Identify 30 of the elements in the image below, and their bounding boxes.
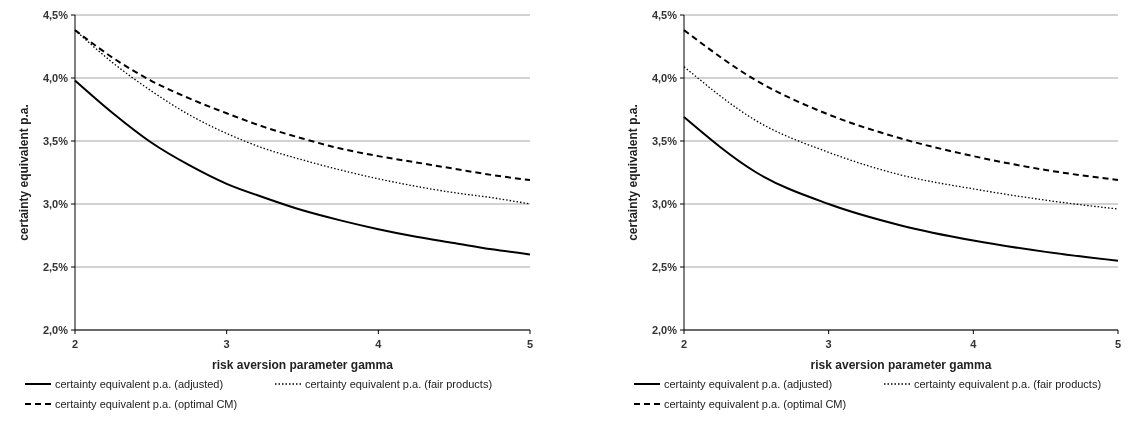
x-tick-label: 2 (680, 338, 688, 350)
y-tick-label: 4,5% (651, 8, 678, 21)
legend-label: certainty equivalent p.a. (adjusted) (55, 377, 224, 390)
x-tick-label: 4 (375, 338, 383, 350)
legend-label: certainty equivalent p.a. (fair products) (914, 377, 1102, 390)
y-tick-label: 4,0% (42, 71, 69, 84)
y-axis-title: certainty equivalent p.a. (17, 104, 31, 241)
y-tick-label: 2,5% (651, 260, 678, 273)
y-tick-label: 3,5% (651, 134, 678, 147)
y-tick-label: 2,5% (42, 260, 69, 273)
x-axis-title: risk aversion parameter gamma (212, 358, 394, 372)
x-tick-label: 3 (223, 338, 230, 350)
legend-label: certainty equivalent p.a. (adjusted) (664, 377, 833, 390)
x-tick-label: 2 (71, 338, 79, 350)
x-tick-label: 5 (526, 338, 534, 350)
y-tick-label: 2,0% (42, 323, 69, 336)
y-tick-label: 3,0% (651, 197, 678, 210)
y-tick-label: 2,0% (651, 323, 678, 336)
legend-label: certainty equivalent p.a. (optimal CM) (55, 397, 238, 410)
x-tick-label: 4 (970, 338, 978, 350)
y-tick-label: 4,0% (651, 71, 678, 84)
y-axis-title: certainty equivalent p.a. (626, 104, 640, 241)
x-tick-label: 5 (1114, 338, 1122, 350)
legend-label: certainty equivalent p.a. (fair products) (305, 377, 493, 390)
y-tick-label: 4,5% (42, 8, 69, 21)
x-axis-title: risk aversion parameter gamma (810, 358, 992, 372)
y-tick-label: 3,0% (42, 197, 69, 210)
y-tick-label: 3,5% (42, 134, 69, 147)
x-tick-label: 3 (825, 338, 832, 350)
legend-label: certainty equivalent p.a. (optimal CM) (664, 397, 847, 410)
